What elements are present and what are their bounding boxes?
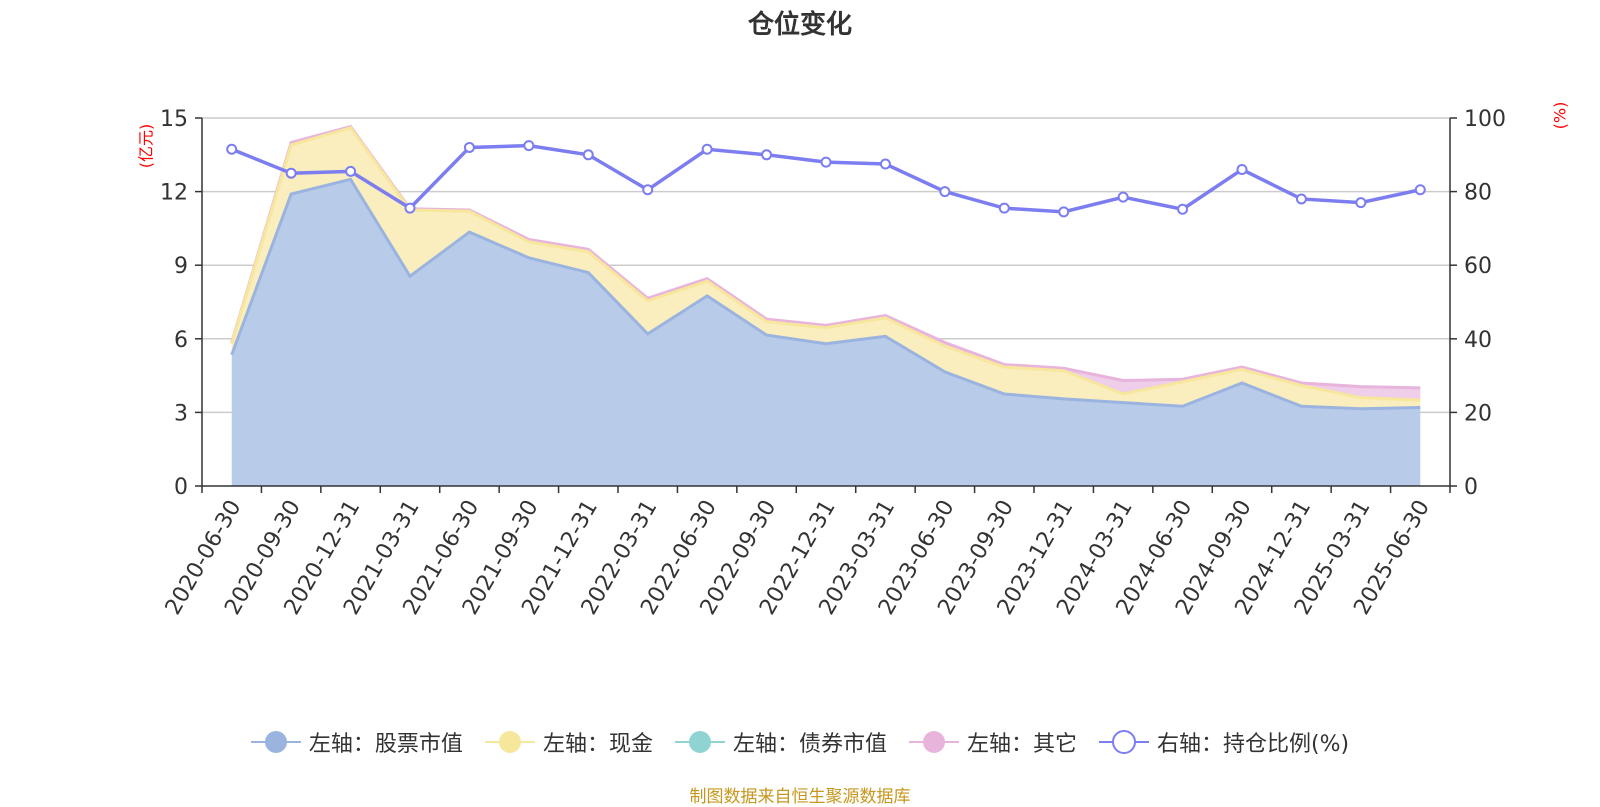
right-tick-label: 20 [1464,401,1492,426]
ratio-point [701,143,713,155]
legend-other-icon [908,731,959,753]
chart-title: 仓位变化 [747,10,852,40]
legend-label-bond: 左轴：债券市值 [732,732,887,757]
right-axis-unit: (%) [1550,101,1570,130]
ratio-point [939,186,951,198]
ratio-point [1117,191,1129,203]
left-tick-label: 15 [160,107,188,132]
legend-label-stock: 左轴：股票市值 [308,732,463,757]
legend-item-stock[interactable]: 左轴：股票市值 [250,726,463,758]
ratio-point [404,202,416,214]
ratio-point [463,141,475,153]
ratio-point [226,143,238,155]
line-ratio [231,143,1421,214]
ratio-point [761,149,773,161]
legend-ratio-icon [1098,730,1149,754]
area-stock [231,179,1421,487]
right-tick-label: 80 [1464,181,1492,206]
legend-item-cash[interactable]: 左轴：现金 [484,726,653,758]
legend-label-ratio: 右轴：持仓比例(%) [1156,732,1350,757]
legend-item-other[interactable]: 左轴：其它 [908,726,1077,758]
left-tick-label: 3 [174,401,188,426]
ratio-point [285,167,297,179]
ratio-point [1236,164,1248,176]
ratio-point [582,149,594,161]
left-tick-label: 0 [174,475,188,500]
legend-item-ratio[interactable]: 右轴：持仓比例(%) [1098,726,1350,758]
ratio-point [345,165,357,177]
ratio-point [998,202,1010,214]
right-tick-label: 0 [1464,475,1478,500]
right-tick-label: 60 [1464,254,1492,279]
legend-stock-icon [250,731,301,753]
chart-legend: 左轴：股票市值 左轴：现金 左轴：债券市值 左轴：其它 右轴：持仓比例(%) [0,722,1600,762]
line-cash [230,126,1421,402]
legend-label-cash: 左轴：现金 [542,732,653,757]
ratio-point [1295,193,1307,205]
ratio-point [523,140,535,152]
legend-bond-icon [674,731,725,753]
left-axis-unit: (亿元) [136,123,156,169]
left-tick-label: 9 [174,254,188,279]
left-tick-label: 12 [160,181,188,206]
legend-item-bond[interactable]: 左轴：债券市值 [674,726,887,758]
ratio-point [820,156,832,168]
left-tick-label: 6 [174,328,188,353]
legend-cash-icon [484,731,535,753]
area-cash [231,127,1421,409]
ratio-point [1355,197,1367,209]
line-stock [230,177,1421,411]
ratio-point [1414,184,1426,196]
right-tick-label: 100 [1464,107,1506,132]
ratio-point [1058,206,1070,218]
ratio-point [642,184,654,196]
legend-label-other: 左轴：其它 [966,732,1077,757]
ratio-point [879,158,891,170]
data-source-note: 制图数据来自恒生聚源数据库 [689,787,911,807]
ratio-point [1177,203,1189,215]
right-tick-label: 40 [1464,328,1492,353]
